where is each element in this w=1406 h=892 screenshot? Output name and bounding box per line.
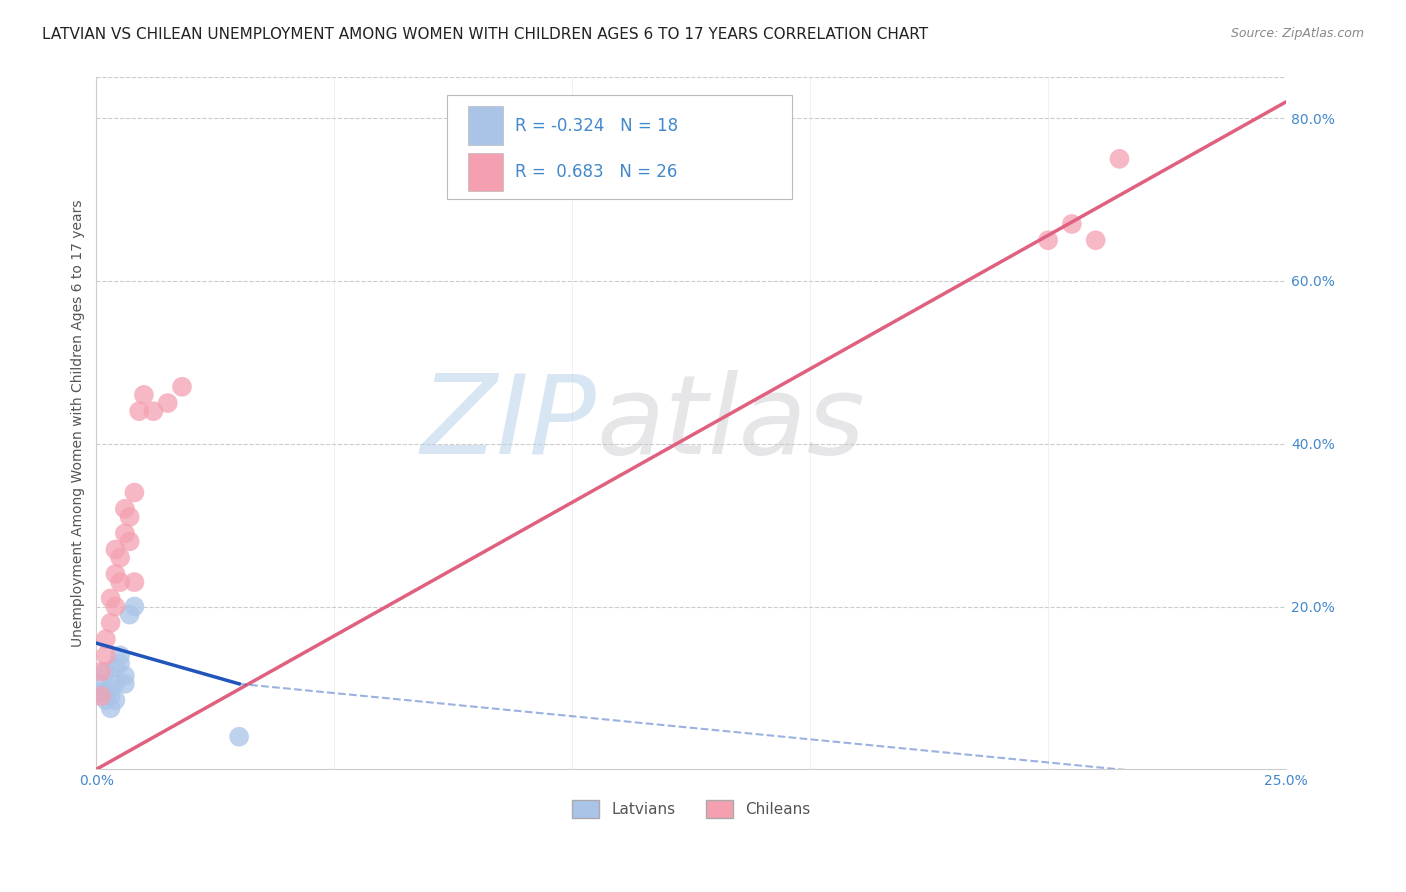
Point	[90, 685, 112, 699]
Point	[142, 404, 165, 418]
Point	[170, 380, 193, 394]
Point	[94, 693, 117, 707]
Point	[108, 575, 131, 590]
Point	[1036, 233, 1059, 247]
FancyBboxPatch shape	[447, 95, 793, 199]
Point	[1060, 217, 1083, 231]
Point	[124, 599, 146, 614]
Point	[1108, 152, 1130, 166]
Point	[114, 501, 136, 516]
Point	[94, 665, 117, 679]
Point	[108, 648, 131, 663]
Text: atlas: atlas	[596, 370, 865, 477]
Point	[90, 677, 112, 691]
Bar	[468, 153, 503, 191]
Point	[104, 599, 127, 614]
Point	[104, 660, 127, 674]
Point	[104, 542, 127, 557]
Y-axis label: Unemployment Among Women with Children Ages 6 to 17 years: Unemployment Among Women with Children A…	[72, 200, 86, 647]
Point	[1084, 233, 1107, 247]
Point	[118, 607, 141, 622]
Point	[90, 665, 112, 679]
Point	[114, 677, 136, 691]
Point	[104, 566, 127, 581]
Point	[90, 689, 112, 703]
Bar	[468, 106, 503, 145]
Point	[118, 510, 141, 524]
Text: R = -0.324   N = 18: R = -0.324 N = 18	[515, 117, 678, 135]
Point	[100, 591, 122, 606]
Text: ZIP: ZIP	[420, 370, 596, 477]
Point	[104, 677, 127, 691]
Text: R =  0.683   N = 26: R = 0.683 N = 26	[515, 163, 678, 181]
Point	[100, 701, 122, 715]
Text: LATVIAN VS CHILEAN UNEMPLOYMENT AMONG WOMEN WITH CHILDREN AGES 6 TO 17 YEARS COR: LATVIAN VS CHILEAN UNEMPLOYMENT AMONG WO…	[42, 27, 928, 42]
Point	[94, 685, 117, 699]
Point	[100, 689, 122, 703]
Legend: Latvians, Chileans: Latvians, Chileans	[565, 794, 817, 824]
Point	[94, 632, 117, 646]
Point	[100, 681, 122, 695]
Point	[108, 550, 131, 565]
Text: Source: ZipAtlas.com: Source: ZipAtlas.com	[1230, 27, 1364, 40]
Point	[114, 669, 136, 683]
Point	[114, 526, 136, 541]
Point	[132, 388, 155, 402]
Point	[94, 648, 117, 663]
Point	[128, 404, 150, 418]
Point	[228, 730, 250, 744]
Point	[108, 657, 131, 671]
Point	[156, 396, 179, 410]
Point	[124, 485, 146, 500]
Point	[118, 534, 141, 549]
Point	[100, 615, 122, 630]
Point	[104, 693, 127, 707]
Point	[124, 575, 146, 590]
